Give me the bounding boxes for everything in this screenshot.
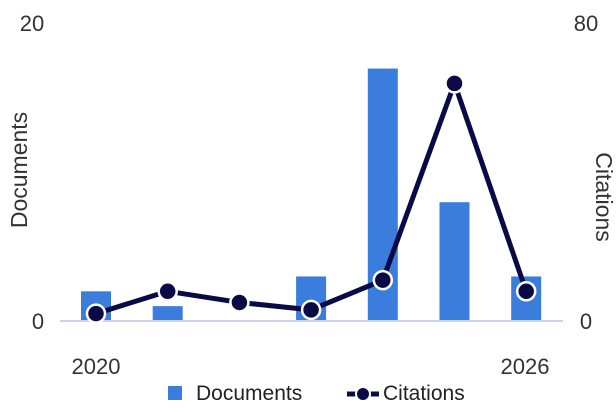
y-left-tick-min: 0 [32,309,44,334]
documents-bars [81,68,542,321]
y-left-tick-max: 20 [20,11,44,36]
x-tick-last: 2026 [501,354,550,379]
x-tick-first: 2020 [72,354,121,379]
citations-point-2024 [372,269,394,291]
legend: Documents Citations [168,382,465,405]
citations-point-2023 [300,299,322,321]
citations-point-2022 [229,292,250,313]
citations-point-2026 [515,281,537,302]
y-left-axis-title: Documents [6,112,32,228]
y-right-tick-max: 80 [574,11,598,36]
documents-bar-2025 [439,202,470,321]
citations-point-2020 [85,303,107,324]
legend-label-citations: Citations [383,382,465,405]
citations-point-2025 [444,73,465,94]
legend-label-documents: Documents [196,382,302,405]
documents-bar-2021 [152,306,183,321]
citations-line [85,73,537,324]
legend-marker-citations [355,386,371,402]
citations-point-2021 [157,281,178,302]
y-right-axis-title: Citations [591,152,616,241]
y-right-tick-min: 0 [580,309,592,334]
legend-swatch-documents [168,386,182,400]
